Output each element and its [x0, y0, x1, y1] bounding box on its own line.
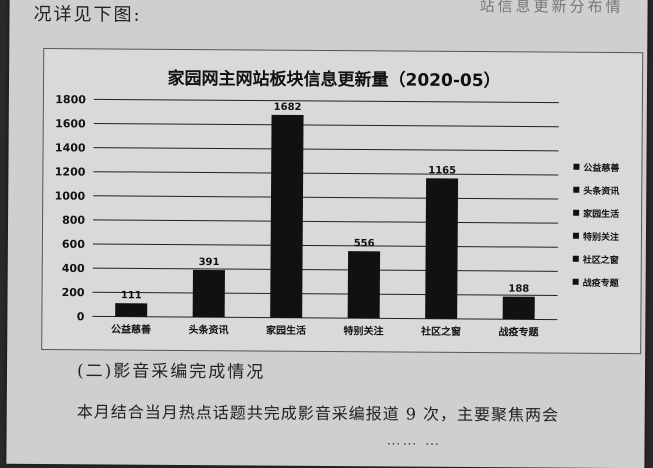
legend-label: 头条资讯	[583, 185, 619, 197]
section-heading: (二)影音采编完成情况	[76, 361, 266, 383]
bar-chart: 家园网主网站板块信息更新量（2020-05） 0 200 400 600 800 1000…	[55, 68, 620, 339]
bar	[425, 178, 459, 319]
bar	[347, 251, 381, 319]
data-label: 1682	[274, 102, 302, 113]
data-label: 391	[199, 257, 220, 268]
x-tick-label: 社区之窗	[420, 325, 461, 338]
y-tick-label: 400	[62, 262, 85, 275]
y-tick-label: 1000	[55, 190, 86, 203]
data-label: 111	[121, 290, 142, 301]
legend-swatch	[573, 186, 580, 193]
gridline	[92, 243, 558, 248]
legend-swatch	[572, 255, 579, 262]
data-label: 188	[508, 284, 529, 295]
chart-title: 家园网主网站板块信息更新量（2020-05）	[167, 68, 500, 91]
intro-text: 况详见下图:	[33, 3, 142, 26]
body-paragraph-continued: …… …	[386, 432, 442, 449]
legend-label: 特别关注	[583, 231, 619, 243]
legend-swatch	[572, 278, 579, 285]
legend-label: 公益慈善	[583, 162, 619, 174]
y-tick-label: 1600	[55, 117, 86, 130]
gridline	[92, 291, 558, 297]
legend-swatch	[573, 209, 580, 216]
legend-label: 战疫专题	[583, 277, 620, 289]
x-tick-label: 特别关注	[344, 324, 384, 337]
y-tick-label: 200	[62, 286, 85, 299]
gridline	[93, 195, 559, 200]
x-tick-label: 头条资讯	[189, 323, 229, 336]
x-tick-label: 家园生活	[266, 324, 306, 337]
legend-label: 社区之窗	[582, 254, 619, 266]
legend-swatch	[572, 232, 579, 239]
data-label: 556	[354, 238, 375, 249]
data-label: 1165	[428, 165, 456, 176]
y-tick-label: 1800	[55, 93, 86, 106]
document-page: 况详见下图: 站信息更新分布情 家园网主网站板块信息更新量（2020-05） 0…	[6, 0, 648, 468]
gridline	[93, 98, 559, 104]
x-tick-label: 公益慈善	[111, 322, 151, 335]
x-tick-label: 战疫专题	[499, 325, 540, 338]
gridline	[93, 219, 559, 224]
bar	[502, 296, 535, 320]
gridline	[93, 171, 559, 176]
gridline	[93, 122, 559, 128]
bar	[270, 114, 304, 318]
legend-label: 家园生活	[583, 208, 619, 220]
y-tick-label: 1200	[55, 165, 86, 178]
y-tick-label: 0	[77, 310, 85, 323]
gridline	[92, 315, 558, 321]
gridline	[92, 267, 558, 272]
gridline	[93, 147, 559, 152]
y-tick-label: 1400	[55, 141, 86, 154]
body-paragraph: 本月结合当月热点话题共完成影音采编报道 9 次，主要聚焦两会	[76, 402, 560, 425]
bar	[115, 303, 148, 317]
faded-header-text: 站信息更新分布情	[479, 0, 624, 17]
legend-swatch	[573, 163, 580, 170]
y-tick-label: 800	[62, 214, 85, 227]
y-tick-label: 600	[62, 238, 85, 251]
chart-container: 家园网主网站板块信息更新量（2020-05） 0 200 400 600 800 1000…	[41, 48, 644, 355]
bar	[192, 269, 225, 318]
